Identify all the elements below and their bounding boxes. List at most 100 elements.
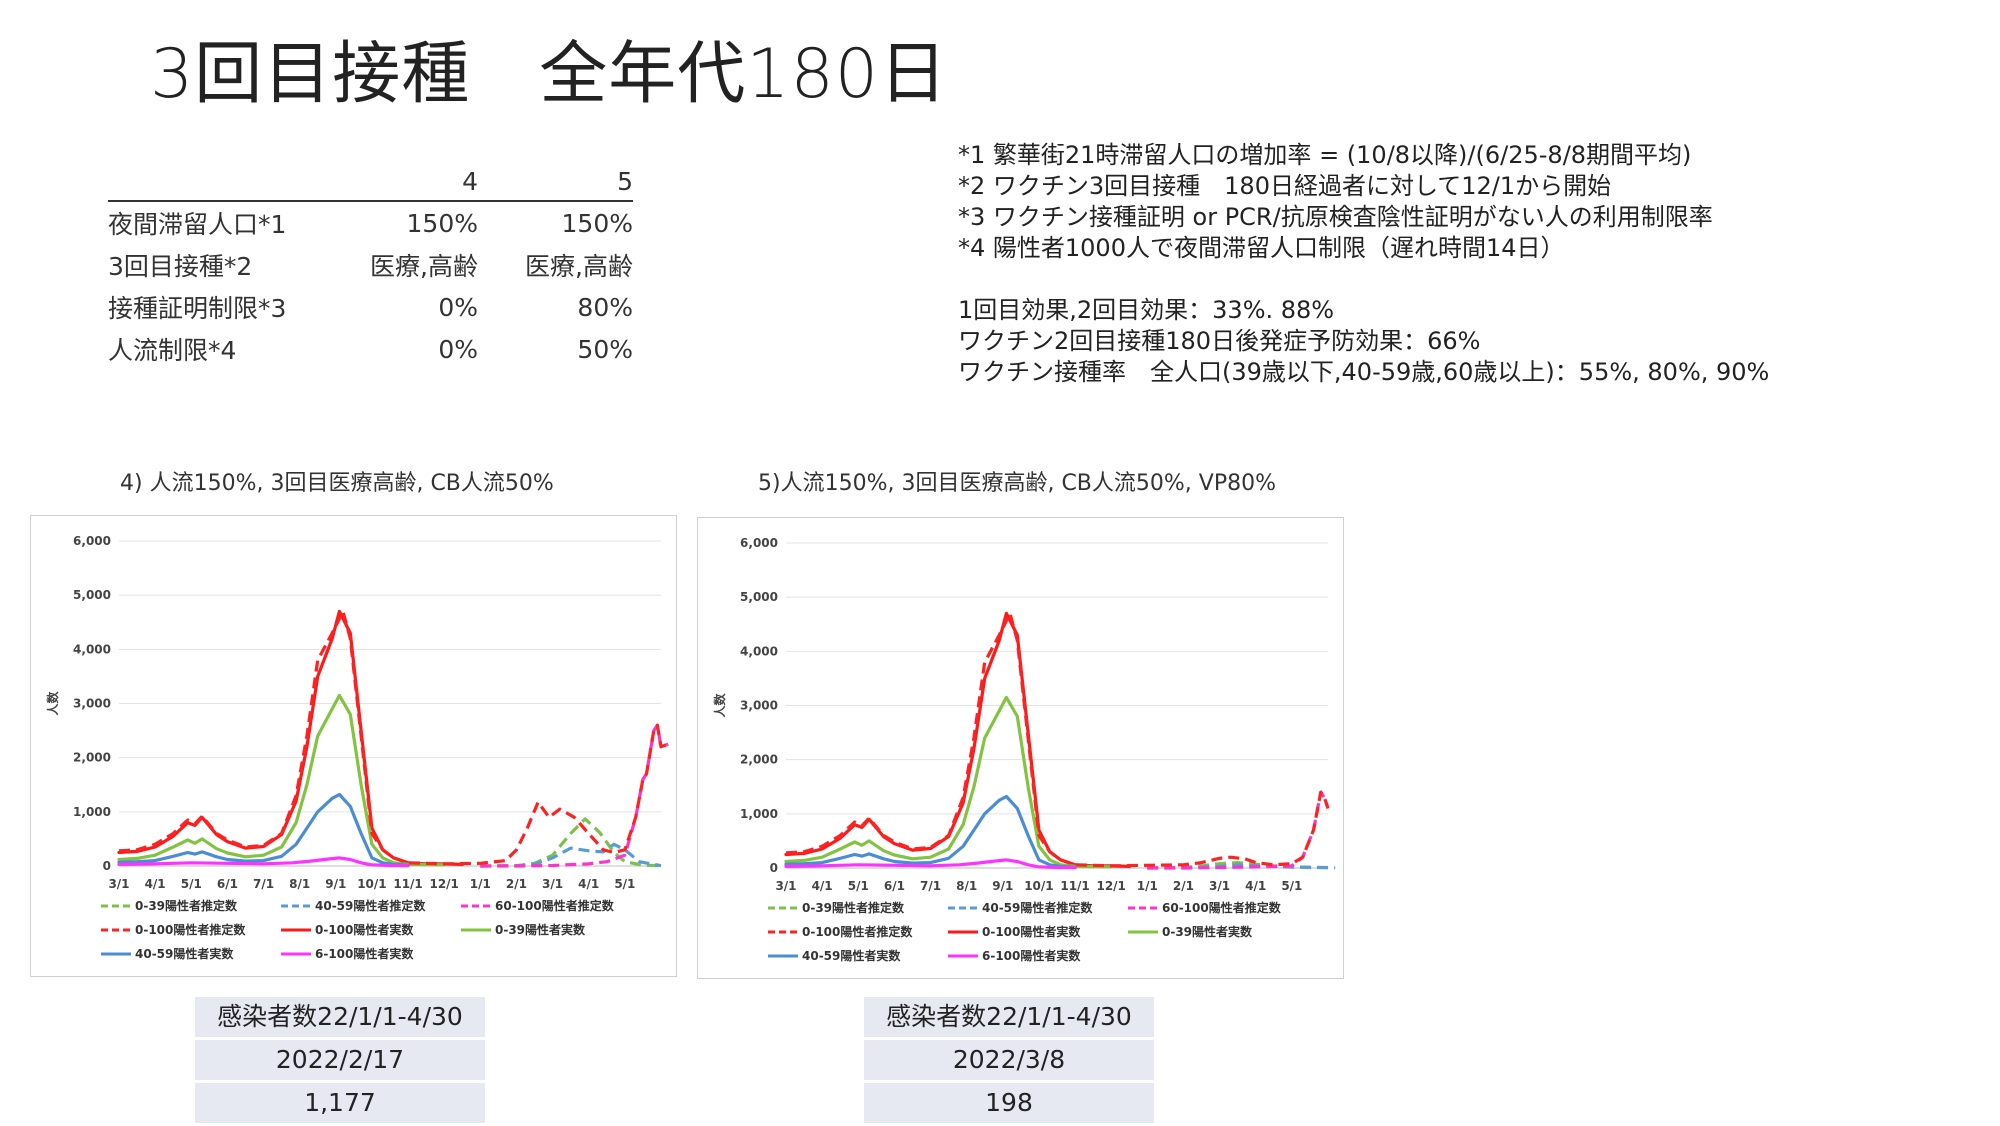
y-axis-label: 人数 [45, 691, 60, 716]
note-line: 1回目効果,2回目効果：33%. 88% [958, 296, 1335, 324]
legend-label: 0-39陽性者推定数 [135, 898, 238, 913]
x-tick-label: 9/1 [992, 879, 1013, 893]
chart-caption-5: 5)人流150%, 3回目医療高齢, CB人流50%, VP80% [758, 471, 1276, 496]
x-tick-label: 6/1 [884, 879, 905, 893]
x-tick-label: 2/1 [506, 877, 527, 891]
legend-label: 40-59陽性者実数 [135, 946, 234, 961]
header-scenario-4: 4 [462, 167, 478, 196]
note-line: ワクチン接種率 全人口(39歳以下,40-59歳,60歳以上)：55%, 80%… [958, 358, 1770, 386]
header-label [108, 150, 323, 201]
series-line-1 [480, 842, 662, 868]
x-tick-label: 4/1 [1245, 879, 1266, 893]
series-line-6 [117, 792, 410, 867]
note-line: *3 ワクチン接種証明 or PCR/抗原検査陰性証明がない人の利用制限率 [958, 203, 1713, 231]
x-tick-label: 3/1 [108, 877, 129, 891]
row-label: 3回目接種*2 [108, 252, 253, 281]
series-line-0 [480, 817, 662, 868]
series-line-5 [784, 695, 1113, 869]
summary-table-5: 感染者数22/1/1-4/30 2022/3/8 198 [864, 997, 1154, 1126]
series-line-4 [117, 609, 464, 866]
legend-label: 0-100陽性者実数 [982, 924, 1081, 939]
x-tick-label: 4/1 [578, 877, 599, 891]
cell-scenario-4: 150% [406, 208, 478, 238]
x-tick-label: 8/1 [956, 879, 977, 893]
chart-scenario-4: 0 1,000 2,000 3,000 4,000 5,000 6,000 3/1 4/1 5/1… [30, 515, 677, 977]
row-label: 人流制限*4 [108, 336, 237, 365]
note-line: *4 陽性者1000人で夜間滞留人口制限（遅れ時間14日） [958, 234, 1565, 262]
table-row: 接種証明制限*3 0% 80% [108, 286, 633, 328]
summary-header: 感染者数22/1/1-4/30 [195, 997, 485, 1037]
x-tick-label: 6/1 [217, 877, 238, 891]
x-tick-label: 11/1 [1060, 879, 1089, 893]
y-tick-label: 4,000 [73, 642, 111, 656]
legend-label: 0-39陽性者推定数 [802, 900, 905, 915]
header-scenario-5: 5 [617, 167, 633, 196]
cell-scenario-5: 80% [577, 292, 633, 322]
cell-scenario-5: 150% [561, 208, 633, 238]
y-tick-label: 2,000 [740, 753, 778, 767]
page-title: 3回目接種 全年代180日 [150, 35, 949, 114]
chart-scenario-5: 0 1,000 2,000 3,000 4,000 5,000 6,000 3/1 4/1 5/1… [697, 517, 1344, 979]
legend-label: 0-39陽性者実数 [495, 922, 586, 937]
x-tick-label: 5/1 [848, 879, 869, 893]
legend-label: 40-59陽性者推定数 [982, 900, 1093, 915]
legend-label: 40-59陽性者推定数 [315, 898, 426, 913]
y-tick-label: 1,000 [73, 805, 111, 819]
x-tick-label: 4/1 [812, 879, 833, 893]
note-line: *1 繁華街21時滞留人口の増加率 = (10/8以降)/(6/25-8/8期間… [958, 141, 1692, 169]
cell-scenario-4: 0% [438, 334, 478, 364]
y-tick-label: 6,000 [740, 536, 778, 550]
x-tick-label: 12/1 [429, 877, 458, 891]
y-tick-label: 4,000 [740, 644, 778, 658]
y-tick-label: 5,000 [73, 588, 111, 602]
series-line-7 [784, 858, 1077, 870]
series-line-6 [784, 794, 1077, 869]
chart-svg-4: 0 1,000 2,000 3,000 4,000 5,000 6,000 3/1 4/1 5/1… [45, 534, 669, 961]
legend-label: 0-100陽性者実数 [315, 922, 414, 937]
parameter-table: 4 5 夜間滞留人口*1 150% 150% 3回目接種*2 医療,高齢 医療,… [108, 150, 633, 370]
legend-label: 6-100陽性者実数 [315, 946, 414, 961]
series-line-3 [785, 611, 1330, 868]
y-tick-label: 6,000 [73, 534, 111, 548]
x-tick-label: 3/1 [542, 877, 563, 891]
table-row: 人流制限*4 0% 50% [108, 328, 633, 370]
parameter-table-header: 4 5 [108, 150, 633, 201]
series-line-5 [117, 693, 446, 867]
cell-scenario-4: 医療,高齢 [370, 252, 478, 281]
legend-label: 0-39陽性者実数 [1162, 924, 1253, 939]
note-line: ワクチン2回目接種180日後発症予防効果：66% [958, 327, 1481, 355]
summary-peak-value: 198 [864, 1083, 1154, 1123]
y-tick-label: 0 [770, 861, 778, 875]
legend-label: 6-100陽性者実数 [982, 948, 1081, 963]
x-tick-label: 9/1 [325, 877, 346, 891]
x-tick-label: 11/1 [393, 877, 422, 891]
chart-caption-4: 4) 人流150%, 3回目医療高齢, CB人流50% [120, 471, 554, 496]
y-tick-label: 3,000 [73, 697, 111, 711]
x-tick-label: 10/1 [357, 877, 386, 891]
y-axis-label: 人数 [712, 693, 727, 718]
summary-peak-date: 2022/2/17 [195, 1040, 485, 1080]
summary-peak-value: 1,177 [195, 1083, 485, 1123]
cell-scenario-5: 医療,高齢 [525, 252, 633, 281]
x-tick-label: 5/1 [614, 877, 635, 891]
chart-svg-5: 0 1,000 2,000 3,000 4,000 5,000 6,000 3/1 4/1 5/1… [712, 536, 1336, 963]
x-tick-label: 12/1 [1096, 879, 1125, 893]
legend-label: 60-100陽性者推定数 [1162, 900, 1282, 915]
cell-scenario-5: 50% [577, 334, 633, 364]
x-tick-label: 1/1 [470, 877, 491, 891]
summary-peak-date: 2022/3/8 [864, 1040, 1154, 1080]
x-tick-label: 4/1 [145, 877, 166, 891]
summary-header: 感染者数22/1/1-4/30 [864, 997, 1154, 1037]
x-tick-label: 5/1 [181, 877, 202, 891]
legend-label: 60-100陽性者推定数 [495, 898, 615, 913]
x-tick-label: 3/1 [775, 879, 796, 893]
table-row: 3回目接種*2 医療,高齢 医療,高齢 [108, 244, 633, 286]
x-tick-label: 2/1 [1173, 879, 1194, 893]
series-line-3 [118, 609, 669, 866]
x-tick-label: 7/1 [920, 879, 941, 893]
note-line: *2 ワクチン3回目接種 180日経過者に対して12/1から開始 [958, 172, 1612, 200]
series-line-7 [117, 856, 410, 868]
x-tick-label: 10/1 [1024, 879, 1053, 893]
cell-scenario-4: 0% [438, 292, 478, 322]
summary-table-4: 感染者数22/1/1-4/30 2022/2/17 1,177 [195, 997, 485, 1126]
